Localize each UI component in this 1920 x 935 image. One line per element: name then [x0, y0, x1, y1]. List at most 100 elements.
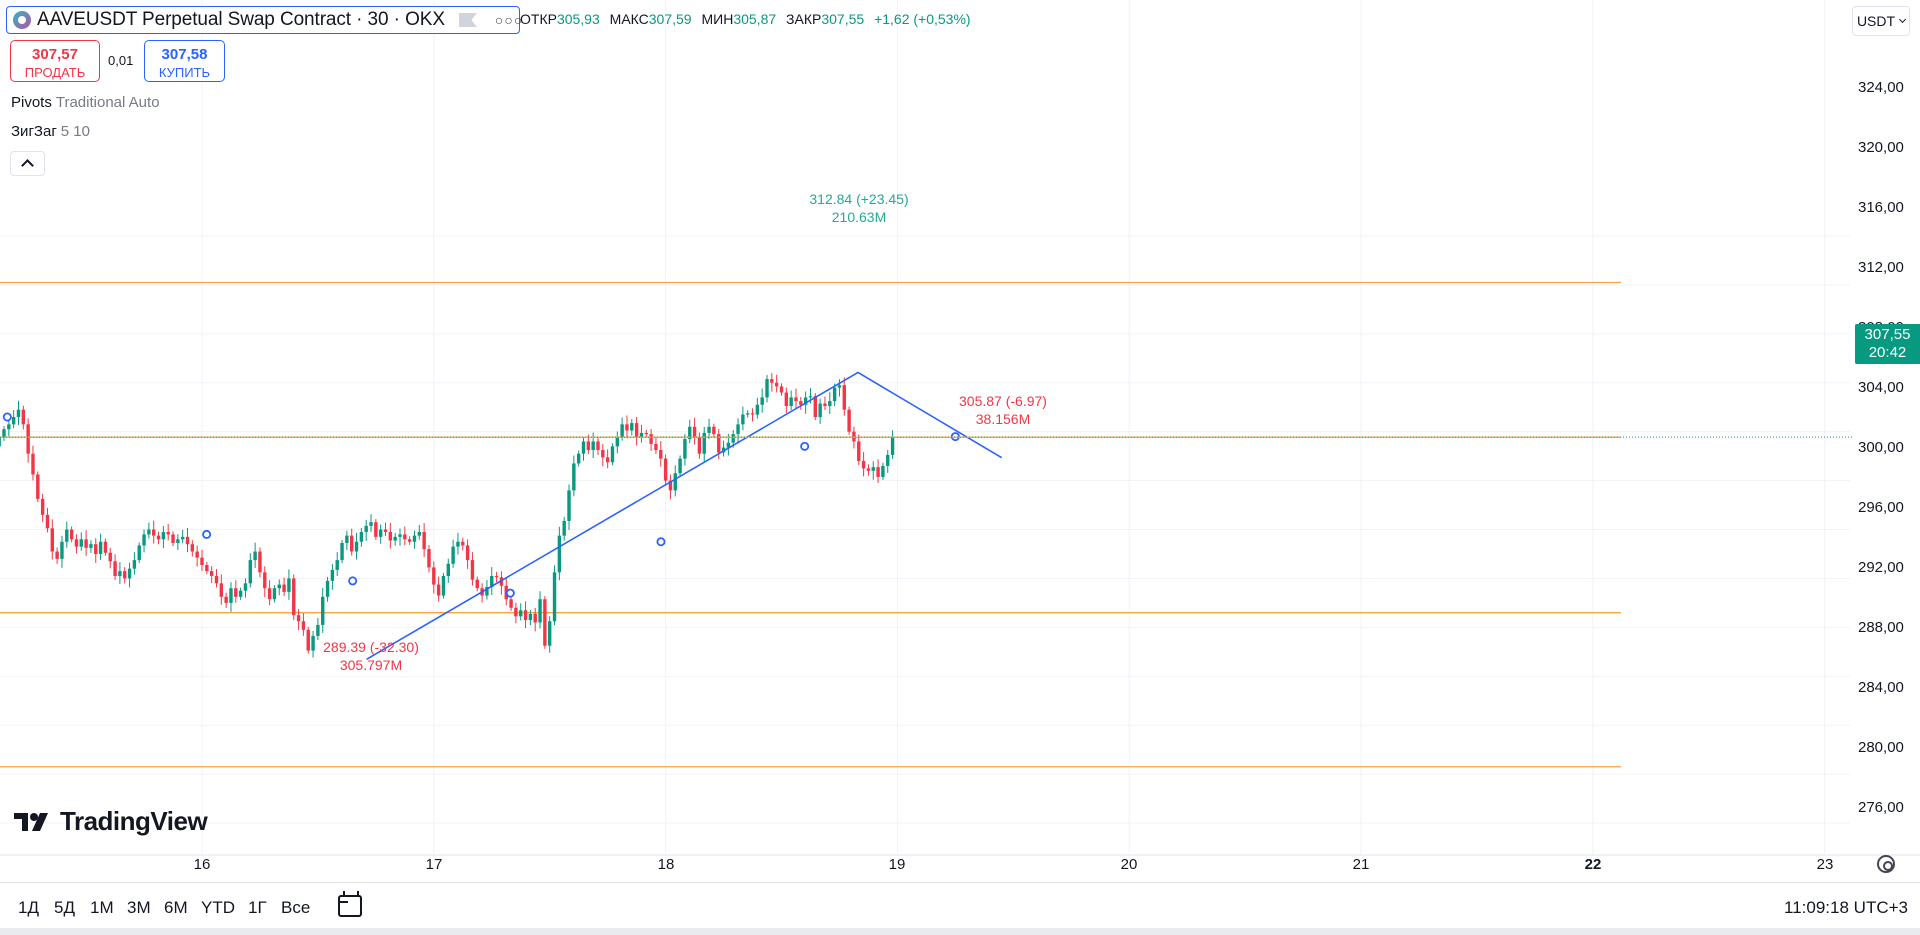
candle: [142, 529, 146, 553]
candle: [770, 373, 774, 392]
candle: [407, 536, 412, 545]
price-axis-label: 276,00: [1858, 799, 1904, 816]
price-axis-label: 324,00: [1858, 79, 1904, 96]
candle: [325, 576, 330, 602]
tradingview-logo[interactable]: TradingView: [14, 806, 208, 837]
candle-body: [69, 529, 74, 540]
candle-body: [717, 434, 721, 453]
bottom-scrollbar[interactable]: [0, 928, 1920, 935]
time-axis-label: 20: [1120, 856, 1138, 873]
candle: [229, 582, 233, 612]
price-axis-label: 316,00: [1858, 199, 1904, 216]
sell-label: ПРОДАТЬ: [24, 65, 86, 80]
range-button-1y[interactable]: 1Г: [248, 898, 267, 917]
time-axis-label: 18: [657, 856, 675, 873]
currency-selector[interactable]: USDT: [1852, 6, 1910, 36]
candle: [388, 523, 393, 549]
candle: [267, 580, 272, 606]
candle: [200, 549, 204, 571]
candle-body: [548, 621, 552, 646]
candle-body: [446, 563, 450, 576]
candle-body: [403, 534, 407, 540]
candle-body: [494, 575, 499, 578]
zigzag-marker: [800, 441, 810, 451]
sell-button[interactable]: 307,57 ПРОДАТЬ: [10, 40, 100, 82]
price-axis-label: 292,00: [1858, 559, 1904, 576]
candle-body: [180, 536, 185, 540]
candle: [65, 521, 69, 548]
annotation-volume: 305.797M: [339, 657, 403, 673]
candle-body: [741, 414, 745, 425]
indicator-pivots[interactable]: Pivots Traditional Auto: [11, 94, 160, 111]
candle-body: [171, 534, 175, 543]
candle-body: [523, 610, 528, 621]
candle: [123, 567, 127, 584]
candle: [673, 465, 677, 497]
candle: [11, 410, 16, 429]
range-button-3m[interactable]: 3М: [127, 898, 151, 917]
zigzag-low-annotation: 289.39 (-32.30) 305.797M: [323, 638, 419, 674]
candle: [156, 531, 161, 545]
collapse-legend-button[interactable]: [10, 151, 45, 176]
candle-body: [731, 434, 735, 443]
range-button-all[interactable]: Все: [281, 898, 311, 917]
range-button-5d[interactable]: 5Д: [54, 898, 75, 917]
price-axis-label: 300,00: [1858, 439, 1904, 456]
candle-body: [205, 564, 209, 572]
candle-body: [359, 531, 364, 542]
zigzag-line: [2, 371, 1003, 660]
candle: [374, 519, 378, 540]
candle: [799, 397, 803, 410]
candle: [2, 426, 6, 441]
candle-body: [330, 569, 335, 581]
range-button-1m[interactable]: 1М: [90, 898, 114, 917]
candle: [857, 434, 861, 466]
flag-icon[interactable]: [458, 13, 477, 27]
zigzag-marker: [2, 412, 12, 422]
high-label: МАКС: [609, 11, 649, 27]
range-button-1d[interactable]: 1Д: [18, 898, 39, 917]
indicator-params: Traditional Auto: [55, 94, 160, 111]
buy-button[interactable]: 307,58 КУПИТЬ: [144, 40, 225, 82]
candle-body: [683, 439, 687, 459]
candle: [137, 542, 141, 564]
candle: [21, 405, 26, 430]
candle: [721, 440, 726, 457]
candle-body: [127, 568, 132, 579]
change-value: +1,62 (+0,53%): [874, 11, 971, 27]
zigzag-marker: [656, 537, 666, 547]
candle-body: [26, 424, 30, 454]
candle: [161, 525, 166, 549]
clock[interactable]: 11:09:18 UTC+3: [1784, 898, 1908, 917]
candle: [736, 418, 740, 444]
symbol-search-box[interactable]: AAVEUSDT Perpetual Swap Contract · 30 · …: [6, 6, 524, 34]
time-axis-label: 21: [1352, 856, 1370, 873]
gear-icon[interactable]: [1877, 855, 1895, 873]
candle-body: [543, 599, 547, 646]
candle: [238, 587, 243, 600]
candle-body: [407, 539, 412, 542]
range-button-ytd[interactable]: YTD: [201, 898, 235, 917]
price-chart[interactable]: [0, 0, 1920, 880]
range-button-6m[interactable]: 6М: [164, 898, 188, 917]
candle-body: [818, 403, 822, 418]
candle: [282, 577, 286, 596]
candlestick-series: [0, 373, 895, 658]
candle: [69, 526, 74, 543]
calendar-icon[interactable]: [338, 891, 362, 917]
tradingview-logo-text: TradingView: [60, 806, 208, 836]
more-icon[interactable]: ○○○: [494, 12, 524, 28]
candle-body: [398, 534, 402, 537]
candle: [248, 553, 252, 588]
candle: [224, 592, 228, 608]
indicator-zigzag[interactable]: ЗигЗаг 5 10: [11, 123, 90, 140]
candle-body: [659, 450, 663, 459]
candle: [287, 569, 291, 600]
candle: [354, 532, 359, 560]
zigzag-marker: [348, 576, 358, 586]
chart-grid: [0, 0, 1920, 856]
candle: [837, 379, 842, 397]
candle: [538, 591, 542, 629]
open-value: 305,93: [556, 11, 600, 27]
candle: [176, 534, 180, 550]
